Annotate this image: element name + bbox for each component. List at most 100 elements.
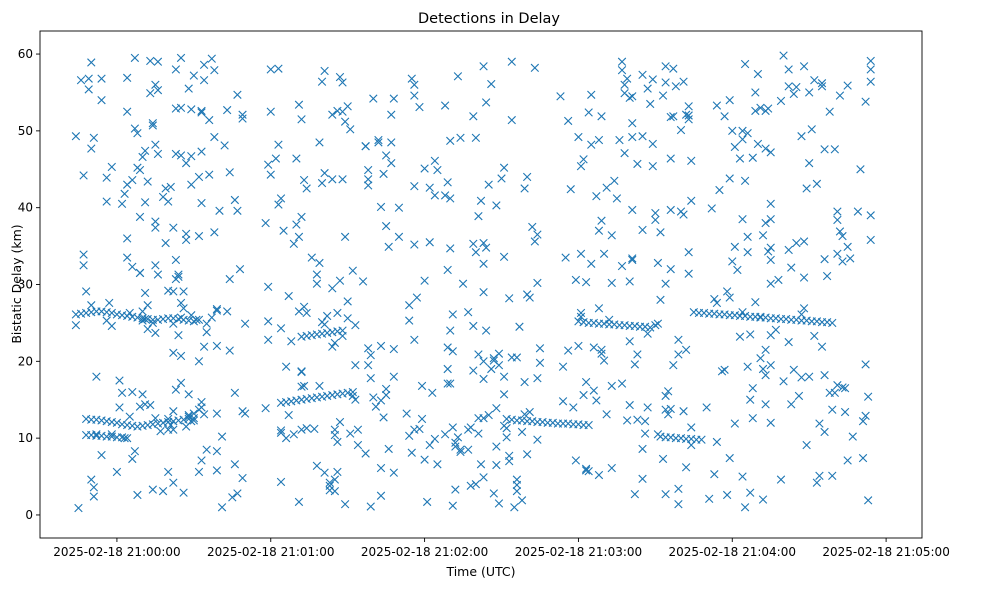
- point-scatter-347: [330, 338, 340, 348]
- point-track-3-60: [189, 317, 199, 326]
- point-scatter-465: [294, 100, 304, 109]
- point-scatter-890: [735, 332, 745, 341]
- point-scatter-248: [164, 467, 173, 477]
- point-scatter-252: [135, 268, 145, 278]
- point-scatter-311: [140, 288, 150, 298]
- point-scatter-493: [471, 480, 481, 489]
- point-scatter-649: [581, 377, 591, 387]
- point-scatter-315: [76, 75, 86, 85]
- point-scatter-681: [558, 362, 568, 371]
- point-scatter-157: [140, 146, 150, 156]
- point-scatter-238: [225, 274, 234, 284]
- point-scatter-487: [492, 403, 501, 413]
- point-scatter-499: [446, 326, 455, 335]
- point-scatter-705: [584, 108, 593, 117]
- point-scatter-324: [140, 400, 150, 409]
- point-scatter-615: [522, 450, 532, 459]
- point-scatter-262: [197, 108, 206, 117]
- point-scatter-279: [212, 306, 222, 315]
- point-scatter-717: [681, 110, 691, 119]
- x-tick-label-2: 2025-02-18 21:02:00: [361, 545, 488, 559]
- point-scatter-683: [597, 345, 606, 354]
- point-scatter-358: [394, 232, 404, 242]
- point-scatter-898: [861, 360, 870, 369]
- point-scatter-201: [151, 80, 160, 89]
- point-scatter-460: [333, 467, 342, 477]
- point-scatter-274: [179, 488, 188, 497]
- point-track-1-6: [112, 418, 122, 427]
- point-scatter-879: [766, 199, 775, 209]
- point-scatter-534: [440, 191, 450, 200]
- point-scatter-276: [107, 162, 116, 172]
- point-scatter-889: [715, 185, 724, 195]
- point-scatter-620: [533, 374, 542, 383]
- point-scatter-564: [481, 98, 491, 107]
- point-scatter-686: [607, 278, 616, 288]
- point-scatter-255: [102, 173, 111, 182]
- point-scatter-345: [138, 307, 147, 316]
- point-scatter-676: [594, 226, 604, 235]
- point-scatter-212: [171, 104, 181, 113]
- point-scatter-535: [502, 433, 511, 442]
- point-scatter-557: [422, 497, 432, 507]
- point-scatter-363: [379, 169, 388, 179]
- point-scatter-415: [363, 165, 373, 175]
- point-scatter-812: [743, 248, 752, 257]
- point-scatter-885: [802, 184, 811, 193]
- point-track-7-110: [646, 323, 655, 332]
- point-scatter-505: [533, 435, 542, 444]
- point-scatter-495: [507, 57, 516, 66]
- point-scatter-435: [328, 342, 337, 351]
- point-scatter-689: [643, 329, 652, 338]
- point-scatter-892: [843, 456, 852, 465]
- point-scatter-518: [484, 180, 493, 189]
- point-scatter-831: [804, 372, 814, 381]
- point-scatter-459: [292, 220, 301, 229]
- point-scatter-516: [443, 265, 452, 275]
- point-scatter-862: [799, 237, 809, 246]
- point-scatter-671: [579, 155, 588, 164]
- point-scatter-587: [425, 183, 434, 192]
- point-scatter-598: [499, 163, 509, 172]
- point-scatter-192: [171, 65, 181, 74]
- point-scatter-355: [343, 314, 352, 323]
- point-scatter-708: [679, 77, 688, 86]
- point-scatter-675: [615, 135, 624, 145]
- point-scatter-188: [151, 261, 160, 270]
- point-scatter-869: [738, 126, 747, 136]
- point-scatter-622: [661, 490, 670, 499]
- point-scatter-164: [202, 319, 211, 328]
- point-scatter-383: [266, 170, 275, 179]
- point-scatter-630: [599, 249, 609, 258]
- point-scatter-603: [415, 102, 424, 112]
- point-scatter-748: [669, 360, 678, 370]
- point-scatter-580: [446, 136, 455, 146]
- point-scatter-836: [822, 271, 832, 281]
- point-scatter-541: [479, 357, 488, 366]
- point-scatter-458: [274, 200, 283, 209]
- point-scatter-453: [320, 66, 329, 76]
- point-scatter-635: [666, 154, 675, 163]
- point-scatter-788: [738, 135, 747, 144]
- point-scatter-401: [302, 423, 311, 433]
- point-scatter-644: [640, 429, 650, 438]
- point-scatter-780: [720, 365, 729, 374]
- point-scatter-902: [846, 254, 855, 263]
- point-scatter-197: [212, 304, 222, 314]
- point-scatter-827: [835, 227, 845, 236]
- point-scatter-865: [756, 312, 765, 321]
- point-scatter-312: [138, 316, 147, 325]
- point-scatter-637: [628, 254, 637, 263]
- point-scatter-758: [628, 132, 637, 142]
- point-scatter-514: [466, 481, 475, 490]
- point-scatter-565: [474, 350, 483, 359]
- point-scatter-833: [815, 419, 824, 428]
- point-scatter-539: [443, 343, 452, 352]
- point-scatter-328: [171, 149, 181, 159]
- point-scatter-719: [648, 162, 657, 171]
- point-scatter-596: [448, 423, 457, 432]
- point-scatter-842: [776, 96, 786, 106]
- point-scatter-370: [264, 282, 273, 291]
- point-scatter-359: [284, 291, 293, 301]
- point-scatter-592: [448, 310, 457, 319]
